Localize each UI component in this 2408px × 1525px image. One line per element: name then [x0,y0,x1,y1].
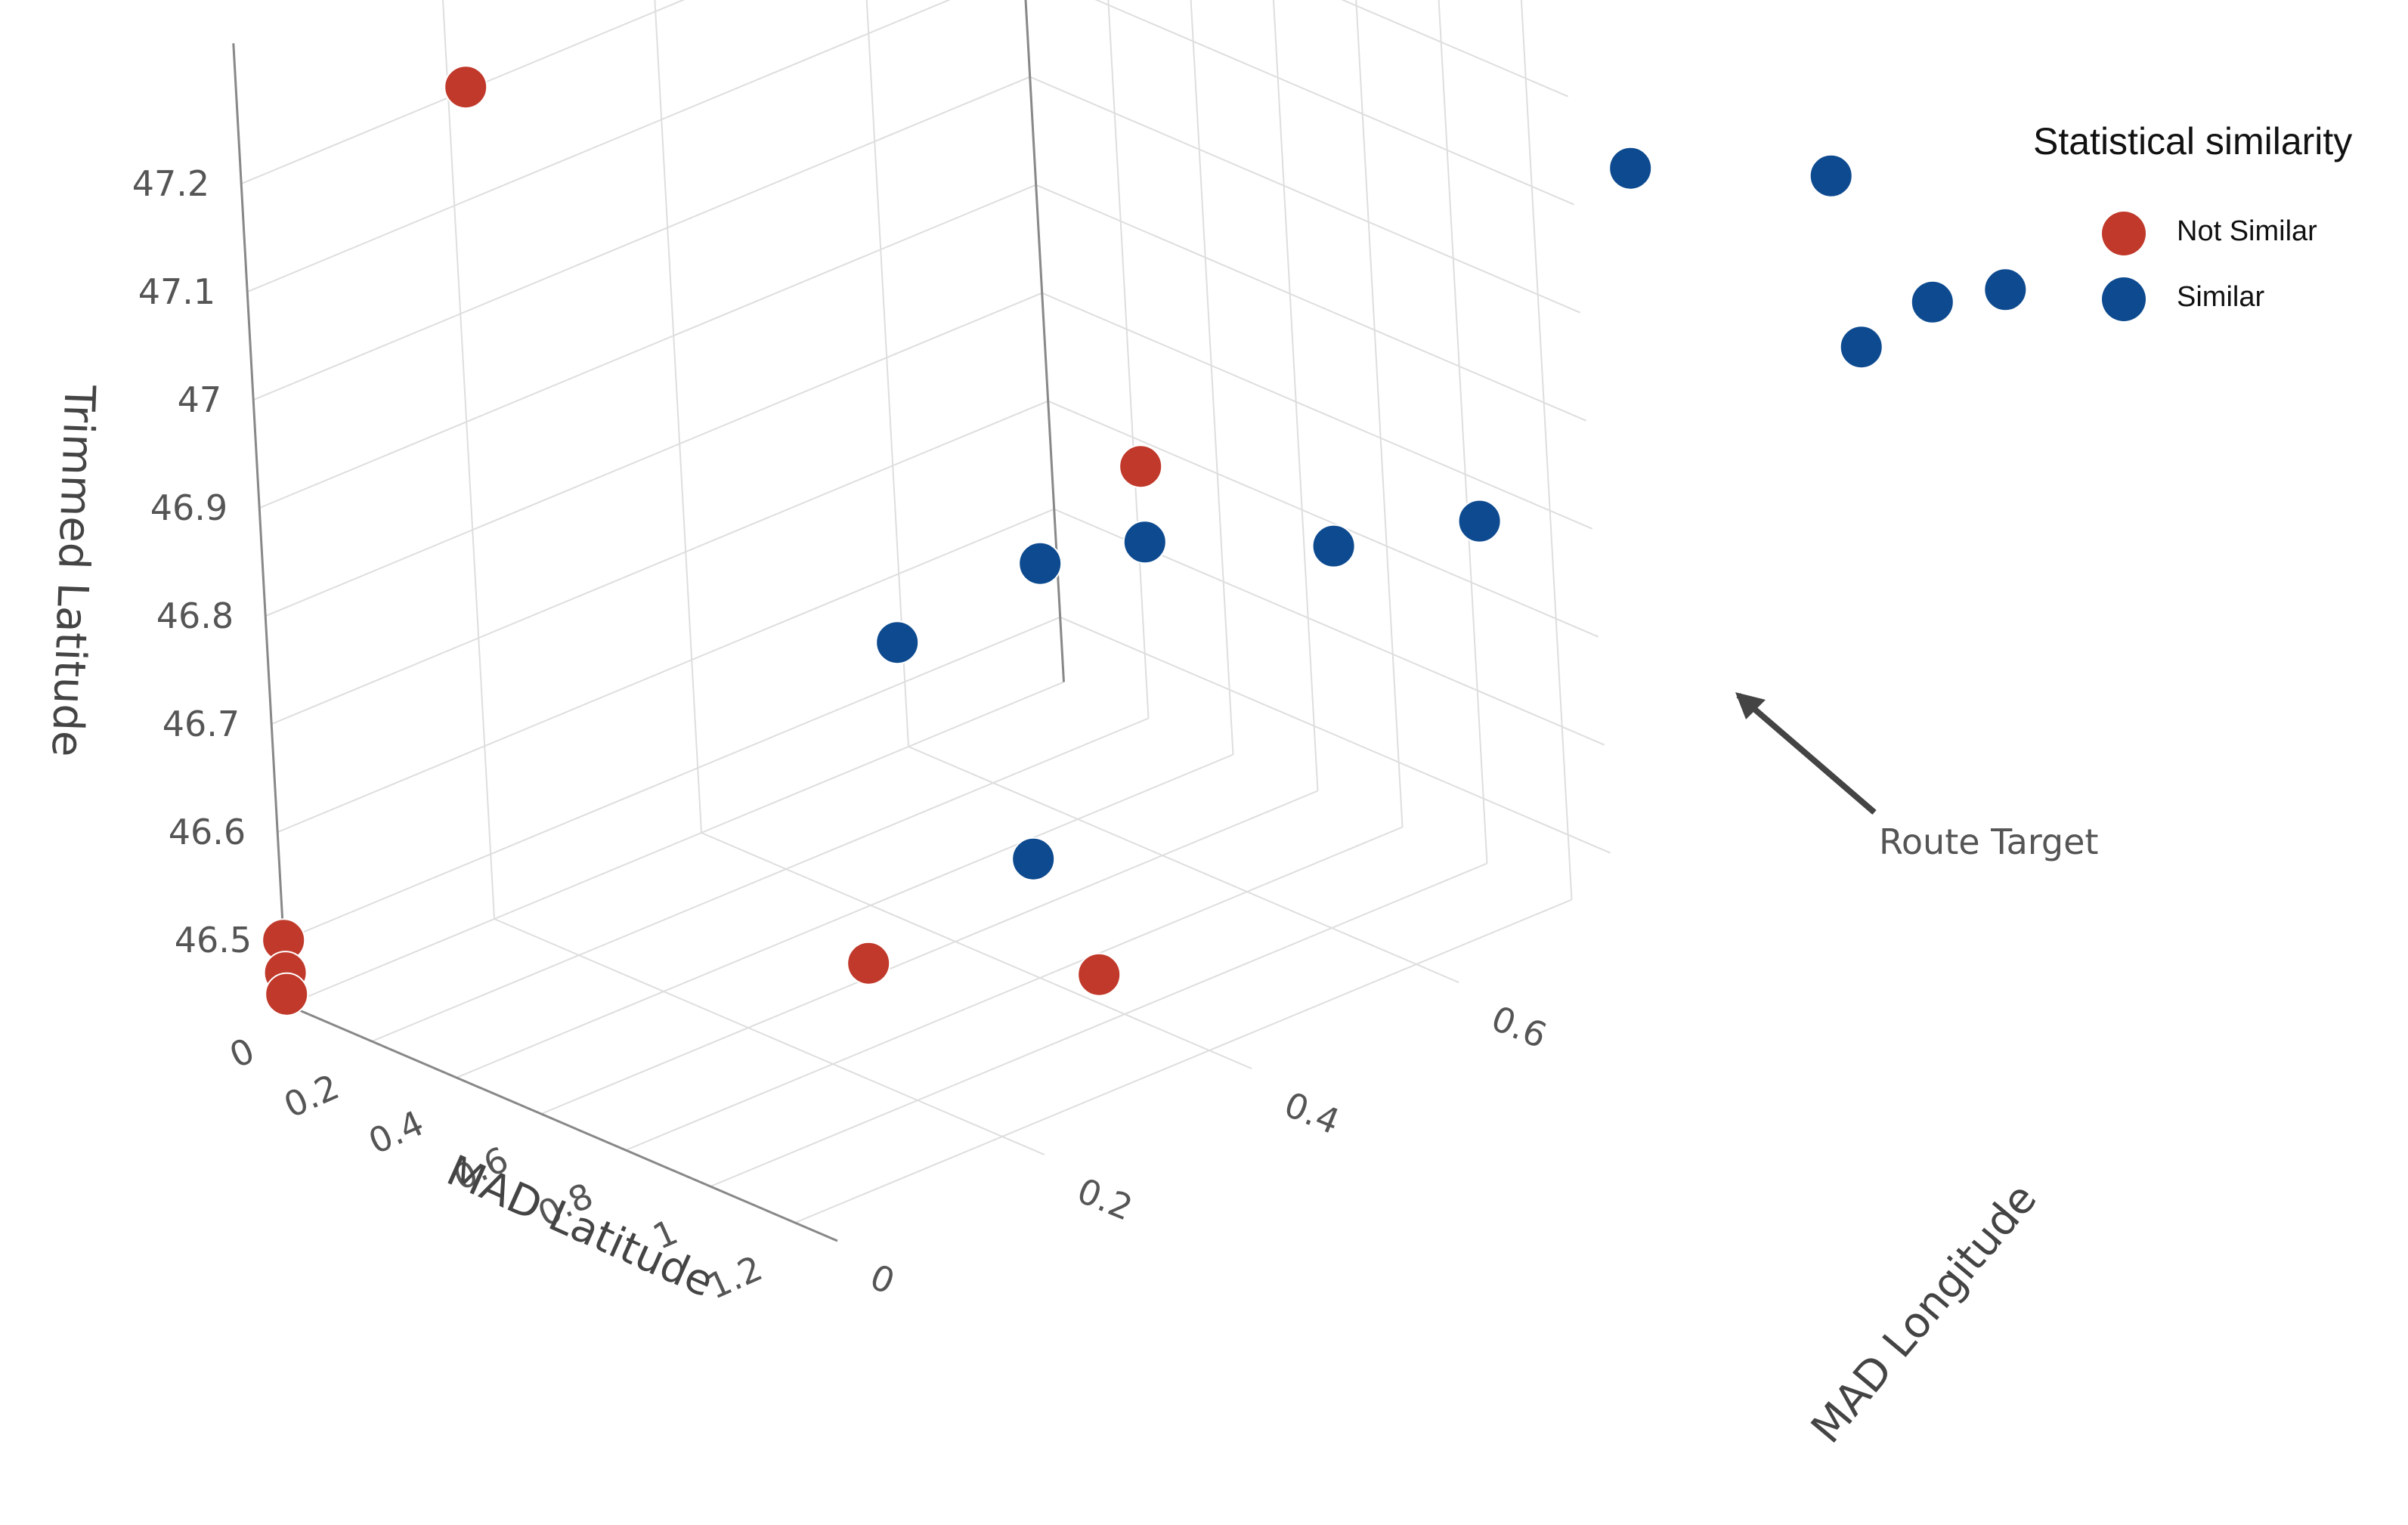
z-tick-label: 46.8 [156,595,234,636]
legend-swatch-similar [2102,277,2146,321]
left-wall-hgrid [271,400,1049,725]
floor-grid-y [494,918,1045,1155]
similar-point [1839,325,1883,370]
legend-swatch-not-similar [2102,212,2146,255]
not-similar-point [847,941,891,985]
similar-point [1011,837,1056,881]
similar-point [1809,153,1853,198]
back-wall-hgrid [1060,616,1611,854]
back-wall-hgrid [1042,292,1593,530]
z-axis-title: Trimmed Latitude [42,384,104,758]
floor-grid-x [540,790,1318,1115]
left-wall-hgrid [283,616,1061,942]
left-wall-vgrid [865,0,909,747]
similar-point [1018,541,1063,586]
floor-grid-x [456,753,1233,1078]
data-points [262,65,2028,1016]
similar-point [1311,524,1356,568]
floor-grid-x [286,681,1064,1006]
y-axis-tick-labels: 0 0.2 0.4 0.6 [865,998,1552,1302]
y-tick-label: 0.2 [1072,1170,1138,1228]
back-wall-hgrid [1048,400,1599,638]
z-tick-label: 46.9 [150,487,227,528]
legend-label-similar: Similar [2177,281,2264,313]
y-tick-label: 0.4 [1279,1084,1345,1142]
similar-point [1608,146,1653,190]
back-wall-hgrid [1094,0,1575,206]
z-axis-line [232,43,289,1006]
left-wall-hgrid [277,508,1055,834]
route-target-annotation: Route Target [1735,692,2098,862]
not-similar-point [1119,444,1163,489]
back-wall-gridlines [232,0,1611,1242]
back-wall-vgrid [1272,0,1319,791]
z-axis-tick-labels: 46.5 46.6 46.7 46.8 46.9 47 47.1 47.2 [132,163,252,960]
floor-grid-x [710,862,1487,1187]
annotation-arrowhead-icon [1735,692,1766,719]
floor-grid-x [625,826,1403,1151]
back-wall-hgrid [1035,184,1587,422]
similar-point [1910,280,1955,324]
legend-title: Statistical similarity [2033,120,2352,162]
left-wall-hgrid [265,292,1043,617]
not-similar-point [444,65,488,110]
back-wall-vgrid [1438,0,1488,864]
floor-grid-x [794,899,1572,1223]
legend-label-not-similar: Not Similar [2177,215,2317,247]
not-similar-point [1077,952,1122,997]
x-tick-label: 0 [224,1030,261,1076]
y-tick-label: 0.6 [1486,998,1552,1056]
floor-grid-y [701,832,1252,1069]
left-wall-hgrid [240,0,686,185]
back-wall-hgrid [1029,76,1581,314]
z-tick-label: 46.5 [175,920,252,960]
axis-lines [232,0,1065,1242]
x-tick-label: 0.2 [278,1066,345,1126]
annotation-label: Route Target [1879,821,2098,862]
left-wall-vgrid [441,0,495,920]
left-wall-hgrid [258,184,1037,509]
back-corner-line [1024,0,1065,682]
annotation-arrow-line [1736,692,1877,815]
similar-point [1122,520,1167,565]
z-tick-label: 47.1 [138,271,215,312]
left-wall-vgrid [654,0,702,834]
z-tick-label: 46.7 [162,704,240,744]
y-axis-title: MAD Longitude [1802,1174,2047,1452]
back-wall-hgrid [1341,0,1569,97]
similar-point [875,620,920,665]
similar-point [1457,499,1502,543]
left-wall-hgrid [246,0,952,293]
floor-grid-y [908,746,1459,983]
z-tick-label: 47.2 [132,163,209,204]
back-wall-vgrid [1520,0,1573,900]
similar-point [1983,268,2028,312]
x-tick-label: 0.4 [363,1103,430,1162]
back-wall-vgrid [1190,0,1234,755]
z-tick-label: 46.6 [169,812,246,852]
legend: Statistical similarity Not Similar Simil… [2033,120,2352,321]
back-wall-vgrid [1355,0,1404,827]
floor-grid-x [371,717,1149,1042]
x-axis-title: MAD Latitude [440,1146,721,1307]
x-axis-line [286,1004,838,1242]
left-wall-hgrid [252,76,1031,401]
y-tick-label: 0 [865,1256,900,1302]
z-tick-label: 47 [178,379,222,420]
not-similar-point [265,972,309,1016]
